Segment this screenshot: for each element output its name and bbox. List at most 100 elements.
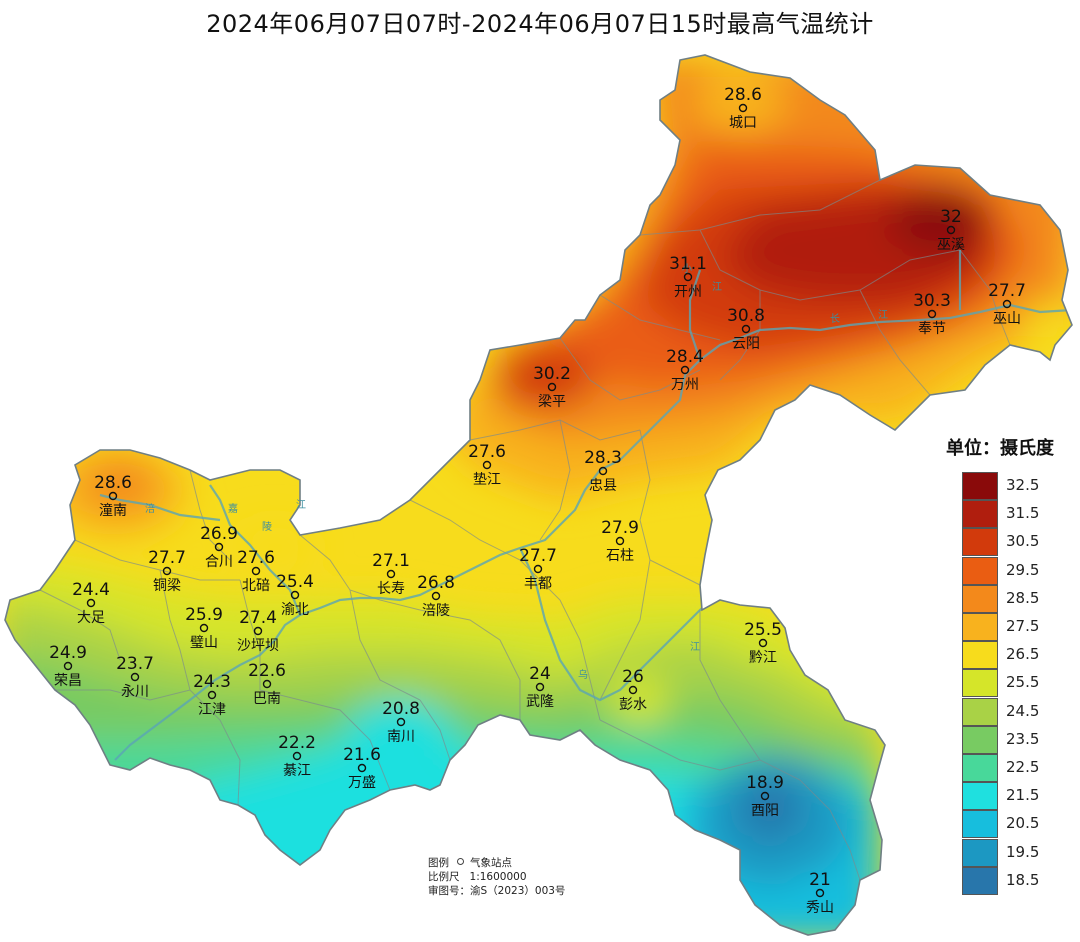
station-marker: 24.9 荣昌 (49, 643, 87, 689)
river-label: 小 (682, 263, 692, 275)
station-dot-icon (431, 591, 441, 601)
station-dot-icon (741, 324, 751, 334)
station-dot-icon (108, 491, 118, 501)
station-dot-icon (86, 598, 96, 608)
station-name: 万州 (671, 377, 699, 393)
river-label: 陵 (262, 521, 272, 533)
legend-label: 19.5 (1006, 842, 1040, 861)
legend-swatch (962, 782, 998, 811)
station-marker: 27.7 丰都 (519, 546, 557, 592)
station-value: 27.1 (372, 551, 410, 571)
station-value: 26.8 (417, 573, 455, 593)
station-dot-icon (214, 542, 224, 552)
station-marker: 26.9 合川 (200, 524, 238, 570)
station-marker: 27.6 北碚 (237, 548, 275, 594)
station-name: 荣昌 (54, 673, 82, 689)
station-dot-icon (815, 888, 825, 898)
station-dot-icon (598, 466, 608, 476)
river-labels: 小 江 长 江 嘉 陵 涪 江 乌 江 (145, 263, 888, 681)
map-notes: 图例 气象站点 比例尺 1:1600000 审图号：渝S（2023）003号 (428, 856, 565, 898)
station-name: 云阳 (732, 336, 760, 352)
station-dot-icon (199, 623, 209, 633)
station-marker: 22.6 巴南 (248, 661, 286, 707)
river-label: 江 (296, 499, 306, 511)
station-dot-icon (683, 272, 693, 282)
station-name: 铜梁 (153, 578, 181, 594)
station-value: 23.7 (116, 654, 154, 674)
station-marker: 24.4 大足 (72, 580, 110, 626)
legend-swatch (962, 500, 998, 529)
station-name: 黔江 (749, 650, 777, 666)
legend-label: 21.5 (1006, 786, 1040, 805)
station-value: 24.9 (49, 643, 87, 663)
temperature-field (5, 55, 1072, 935)
legend-swatch (962, 528, 998, 557)
legend-swatch (962, 838, 998, 867)
station-marker: 27.7 巫山 (988, 281, 1026, 327)
station-marker: 21.6 万盛 (343, 745, 381, 791)
station-marker: 21 秀山 (806, 870, 834, 916)
station-value: 28.6 (94, 473, 132, 493)
legend-swatch (962, 697, 998, 726)
station-name: 大足 (77, 610, 105, 626)
station-name: 万盛 (348, 775, 376, 791)
station-dot-icon (758, 638, 768, 648)
station-name: 巫溪 (937, 237, 965, 253)
river-label: 江 (712, 281, 722, 293)
legend-label: 29.5 (1006, 560, 1040, 579)
station-marker: 26 彭水 (619, 667, 647, 713)
station-dot-icon (63, 661, 73, 671)
station-dot-icon (628, 685, 638, 695)
station-name: 渝北 (281, 602, 309, 618)
review-value: 渝S（2023）003号 (470, 885, 566, 897)
legend-label: 32.5 (1006, 476, 1040, 494)
station-dot-icon (253, 626, 263, 636)
station-name: 沙坪坝 (237, 638, 279, 654)
station-value: 25.4 (276, 572, 314, 592)
station-name: 彭水 (619, 697, 647, 713)
river-label: 嘉 (228, 502, 238, 515)
legend-swatch (962, 584, 998, 613)
station-value: 26 (622, 667, 644, 687)
scale-value: 1:1600000 (469, 871, 527, 883)
station-value: 25.5 (744, 620, 782, 640)
station-name: 丰都 (524, 576, 552, 592)
station-dot-icon (457, 858, 464, 865)
station-marker: 25.9 璧山 (185, 605, 223, 651)
station-name: 涪陵 (422, 603, 450, 619)
station-marker: 25.4 渝北 (276, 572, 314, 618)
station-value: 27.7 (519, 546, 557, 566)
station-value: 30.3 (913, 291, 951, 311)
station-dot-icon (290, 590, 300, 600)
station-name: 秀山 (806, 900, 834, 916)
station-name: 北碚 (242, 578, 270, 594)
station-name: 潼南 (99, 502, 127, 519)
rivers (99, 250, 1072, 761)
legend-label: 27.5 (1006, 617, 1040, 635)
legend-label: 20.5 (1006, 814, 1040, 833)
station-marker: 30.8 云阳 (727, 306, 765, 352)
legend-swatch (962, 754, 998, 782)
review-label: 审图号： (428, 885, 470, 897)
station-name: 石柱 (606, 548, 634, 564)
station-marker: 22.2 綦江 (278, 733, 316, 779)
station-name: 巴南 (253, 691, 281, 707)
station-marker: 23.7 永川 (116, 654, 154, 700)
station-marker: 24.3 江津 (193, 672, 231, 718)
station-marker: 25.5 黔江 (744, 620, 782, 666)
station-value: 18.9 (746, 773, 784, 793)
station-value: 27.6 (237, 548, 275, 568)
station-marker: 28.4 万州 (666, 347, 704, 393)
river-label: 江 (878, 309, 888, 321)
station-value: 27.7 (148, 548, 186, 568)
station-name: 城口 (729, 115, 757, 131)
station-value: 24.3 (193, 672, 231, 692)
station-value: 25.9 (185, 605, 223, 625)
river-label: 江 (690, 641, 700, 653)
legend-swatch (962, 866, 998, 895)
legend-label: 31.5 (1006, 504, 1040, 523)
station-dot-icon (357, 763, 367, 773)
legend-swatch (962, 556, 998, 585)
station-marker: 31.1 开州 (669, 254, 707, 300)
